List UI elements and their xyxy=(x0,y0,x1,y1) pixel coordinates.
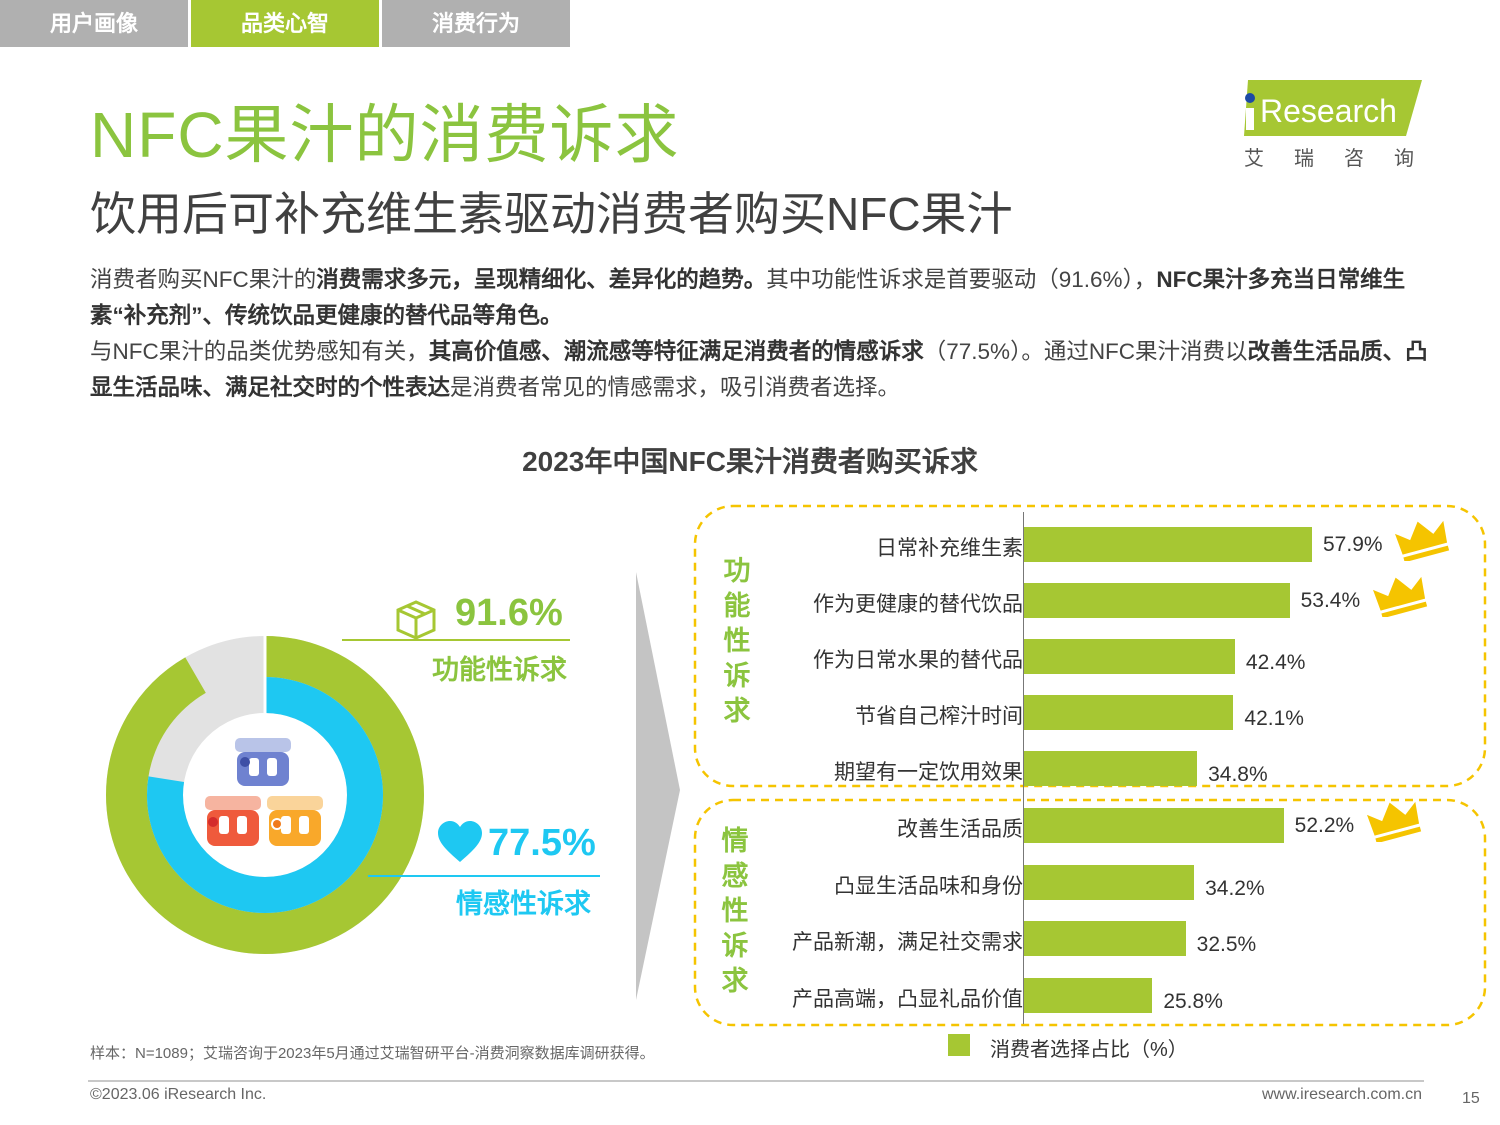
functional-percent: 91.6% xyxy=(455,592,563,634)
value-label: 34.2% xyxy=(1205,876,1265,900)
page-number: 15 xyxy=(1462,1090,1480,1107)
value-label: 34.8% xyxy=(1208,763,1268,786)
svg-text:Research: Research xyxy=(1260,93,1397,129)
category-label: 产品高端，凸显礼品价值 xyxy=(792,987,1023,1011)
category-label: 产品新潮，满足社交需求 xyxy=(792,931,1023,955)
copyright: ©2023.06 iResearch Inc. xyxy=(90,1086,267,1103)
functional-label: 功能性诉求 xyxy=(432,655,567,685)
value-label: 25.8% xyxy=(1163,989,1223,1013)
bar-0-3 xyxy=(1024,695,1234,730)
crown-icon xyxy=(1366,801,1421,842)
donut-chart xyxy=(106,635,424,954)
sample-note: 样本：N=1089；艾瑞咨询于2023年5月通过艾瑞智研平台-消费洞察数据库调研… xyxy=(90,1045,655,1062)
crown-icon xyxy=(1372,576,1427,617)
website-link[interactable]: www.iresearch.com.cn xyxy=(1261,1086,1422,1103)
iresearch-logo: Research xyxy=(1244,80,1422,136)
value-label: 42.4% xyxy=(1245,651,1306,674)
category-label: 改善生活品质 xyxy=(897,818,1023,841)
crown-icon xyxy=(1395,520,1450,561)
emotional-percent: 77.5% xyxy=(488,822,596,864)
intro-text: 消费者购买NFC果汁的消费需求多元，呈现精细化、差异化的趋势。其中功能性诉求是首… xyxy=(90,267,1428,400)
category-label: 日常补充维生素 xyxy=(876,537,1023,560)
group-label-functional: 功 能 性 诉 求 xyxy=(723,556,751,726)
bar-0-4 xyxy=(1024,751,1198,786)
emotional-group-frame xyxy=(693,798,1487,1027)
value-label: 42.1% xyxy=(1244,707,1304,730)
group-label-emotional: 情 感 性 诉 求 xyxy=(721,826,749,996)
page-subtitle: 饮用后可补充维生素驱动消费者购买NFC果汁 xyxy=(90,188,1013,240)
chevron-arrow-icon xyxy=(636,572,680,1000)
bar-0-1 xyxy=(1024,583,1290,618)
tab-user-profile[interactable]: 用户画像 xyxy=(0,0,188,47)
value-label: 57.9% xyxy=(1323,533,1383,556)
category-label: 凸显生活品味和身份 xyxy=(834,874,1023,898)
bar-0-0 xyxy=(1024,527,1312,562)
juice-jars-icon xyxy=(205,738,323,846)
bar-0-2 xyxy=(1024,639,1235,674)
legend-label: 消费者选择占比（%） xyxy=(990,1039,1188,1061)
bar-1-3 xyxy=(1024,977,1153,1013)
value-label: 32.5% xyxy=(1196,933,1257,957)
bar-1-2 xyxy=(1024,921,1186,957)
emotional-label: 情感性诉求 xyxy=(456,889,591,919)
bar-axis-line xyxy=(1023,512,1024,1024)
cube-icon xyxy=(396,600,436,640)
page-title: NFC果汁的消费诉求 xyxy=(90,99,680,171)
category-label: 期望有一定饮用效果 xyxy=(834,761,1023,784)
tab-consumer-behavior[interactable]: 消费行为 xyxy=(382,0,570,47)
nav-tabs: 用户画像 品类心智 消费行为 xyxy=(0,0,573,47)
functional-group-frame xyxy=(693,504,1487,788)
value-label: 52.2% xyxy=(1294,814,1355,837)
value-label: 53.4% xyxy=(1300,589,1361,612)
footer-divider xyxy=(88,1080,1424,1082)
bar-1-0 xyxy=(1024,808,1284,843)
category-label: 作为日常水果的替代品 xyxy=(813,649,1023,672)
chart-title: 2023年中国NFC果汁消费者购买诉求 xyxy=(522,446,978,477)
category-label: 作为更健康的替代饮品 xyxy=(813,593,1023,616)
logo-cn-text: 艾瑞咨询 xyxy=(1244,148,1444,170)
tab-category-mind[interactable]: 品类心智 xyxy=(191,0,379,47)
legend-swatch xyxy=(948,1034,970,1056)
heart-icon xyxy=(438,821,482,862)
bar-1-1 xyxy=(1024,864,1195,900)
category-label: 节省自己榨汁时间 xyxy=(855,705,1023,728)
